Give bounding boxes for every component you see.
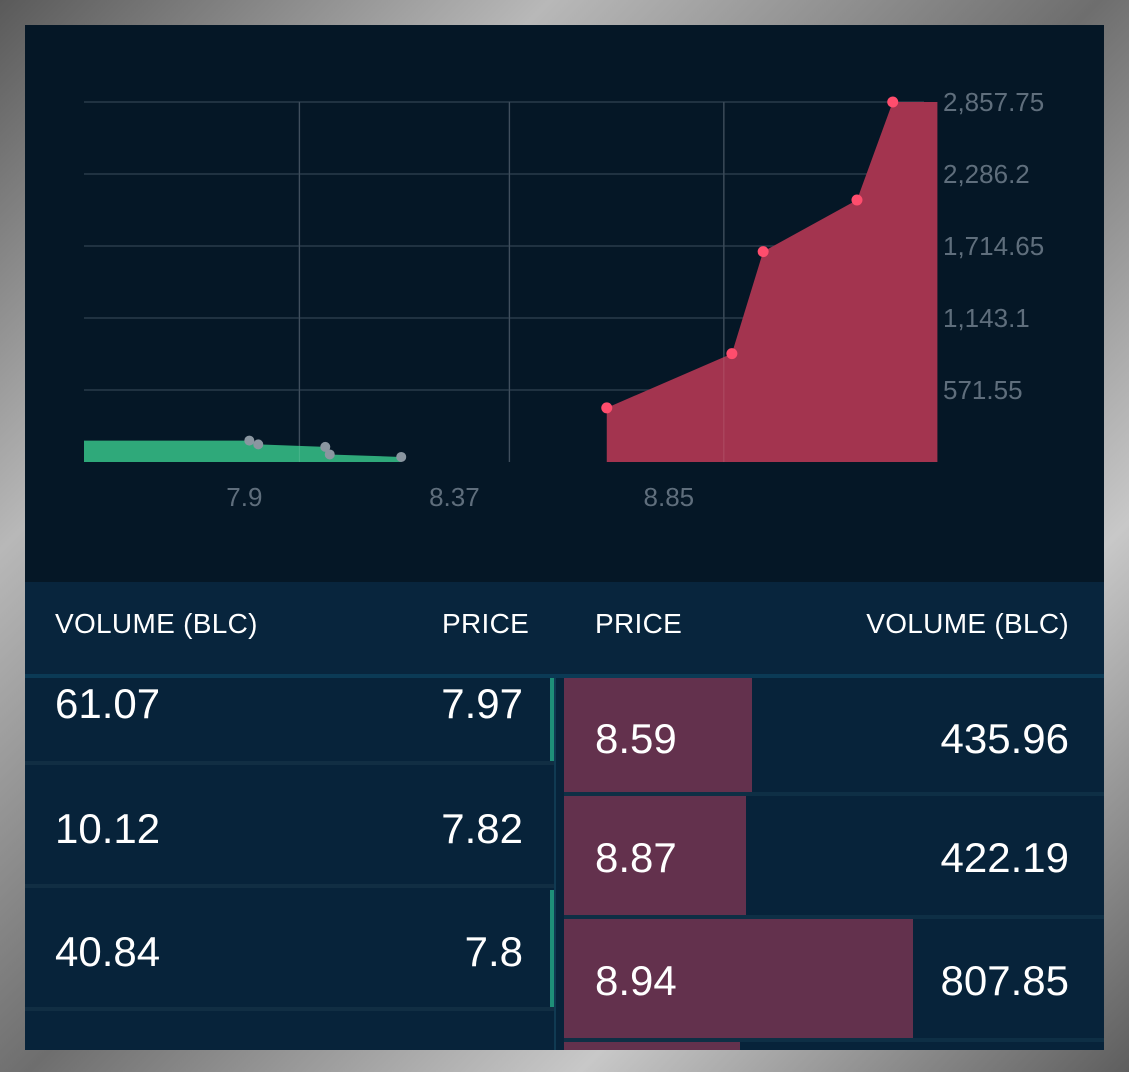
bid-depth-bar: [550, 890, 555, 1007]
ask-depth-area: [606, 102, 938, 462]
ask-price: 8.59: [595, 715, 677, 762]
bid-row[interactable]: [25, 1011, 555, 1050]
bid-depth-point: [396, 451, 407, 462]
bid-row[interactable]: 61.07 7.97: [25, 678, 555, 765]
book-divider: [554, 678, 556, 1050]
bid-volume: 10.12: [55, 805, 161, 852]
bid-depth-point: [320, 441, 331, 452]
bid-price: 7.97: [441, 680, 523, 727]
ask-row[interactable]: 8.87 422.19: [564, 796, 1104, 919]
bid-price: 7.82: [441, 805, 523, 852]
y-tick-label: 2,857.75: [943, 87, 1044, 117]
y-tick-label: 2,286.2: [943, 159, 1030, 189]
bid-volume: 40.84: [55, 928, 161, 975]
ask-volume: 422.19: [940, 834, 1069, 881]
x-tick-label: 8.37: [429, 482, 480, 512]
bids-list[interactable]: 61.07 7.97 10.12 7.82 40.84 7.8: [25, 678, 555, 1050]
x-tick-label: 7.9: [226, 482, 262, 512]
depth-chart[interactable]: 2,857.75 2,286.2 1,714.65 1,143.1 571.55 7.9 8…: [25, 25, 1104, 582]
ask-volume-header: VOLUME (BLC): [866, 608, 1069, 639]
ask-depth-bar: [564, 678, 752, 792]
bid-price: 7.8: [464, 928, 523, 975]
asks-list[interactable]: 8.59 435.96 8.87 422.19 8.94 807.85: [564, 678, 1104, 1050]
bid-volume-header: VOLUME (BLC): [55, 608, 258, 639]
ask-row[interactable]: [564, 1042, 1104, 1050]
bid-row[interactable]: 40.84 7.8: [25, 888, 555, 1011]
y-tick-label: 571.55: [943, 375, 1023, 405]
bid-row[interactable]: 10.12 7.82: [25, 765, 555, 888]
ask-depth-point: [757, 246, 769, 258]
ask-depth-bar: [564, 919, 913, 1038]
y-tick-label: 1,714.65: [943, 231, 1044, 261]
bid-depth-point: [244, 435, 255, 446]
ask-volume: 435.96: [940, 715, 1069, 762]
order-book: VOLUME (BLC) PRICE PRICE VOLUME (BLC) 61…: [25, 582, 1104, 1050]
bid-depth-point: [253, 439, 264, 450]
bid-depth-area: [84, 440, 402, 462]
order-book-header: VOLUME (BLC) PRICE PRICE VOLUME (BLC): [25, 582, 1104, 678]
x-tick-label: 8.85: [644, 482, 695, 512]
ask-row[interactable]: 8.59 435.96: [564, 678, 1104, 796]
bid-price-header: PRICE: [442, 608, 530, 639]
bid-volume: 61.07: [55, 680, 161, 727]
ask-depth-bar: [564, 1042, 740, 1050]
ask-depth-point: [851, 194, 863, 206]
depth-chart-panel: 2,857.75 2,286.2 1,714.65 1,143.1 571.55 7.9 8…: [25, 25, 1104, 582]
depth-chart-app: 2,857.75 2,286.2 1,714.65 1,143.1 571.55 7.9 8…: [25, 25, 1104, 1050]
bid-depth-point: [324, 449, 335, 460]
ask-price: 8.87: [595, 834, 677, 881]
ask-depth-point: [887, 96, 899, 108]
ask-depth-point: [726, 348, 738, 360]
ask-depth-point: [601, 402, 613, 414]
bid-depth-bar: [550, 678, 555, 761]
y-tick-label: 1,143.1: [943, 303, 1030, 333]
ask-depth-bar: [564, 796, 746, 915]
ask-price: 8.94: [595, 957, 677, 1004]
ask-volume: 807.85: [940, 957, 1069, 1004]
ask-row[interactable]: 8.94 807.85: [564, 919, 1104, 1042]
ask-price-header: PRICE: [595, 608, 683, 639]
